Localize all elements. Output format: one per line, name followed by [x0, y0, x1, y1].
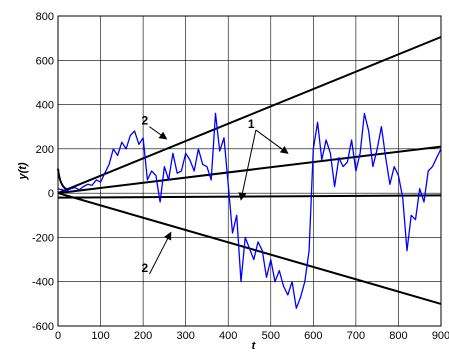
- x-tick-label: 700: [347, 330, 365, 342]
- initial-transient: [57, 168, 69, 191]
- reference-line: [57, 145, 442, 195]
- y-tick-label: -600: [32, 321, 54, 333]
- reference-line: [57, 36, 442, 195]
- x-tick-label: 200: [134, 330, 152, 342]
- series-layer: [57, 112, 442, 309]
- annotation-label: 1: [248, 117, 255, 131]
- annotation-arrow: [255, 129, 289, 154]
- x-tick-label: 900: [432, 330, 449, 342]
- y-axis-label: y(t): [17, 162, 29, 180]
- grid-layer: [57, 15, 442, 327]
- x-tick-label: 400: [219, 330, 237, 342]
- trajectory-line: [57, 112, 442, 309]
- y-tick-label: 600: [36, 55, 54, 67]
- x-tick-label: 800: [389, 330, 407, 342]
- x-tick-label: 0: [55, 330, 61, 342]
- y-tick-label: -400: [32, 277, 54, 289]
- annotation-arrow: [149, 231, 172, 275]
- annotations: 2 1 2: [141, 114, 289, 275]
- y-tick-label: 0: [48, 188, 54, 200]
- x-tick-label: 500: [262, 330, 280, 342]
- reference-line: [57, 194, 442, 199]
- y-tick-label: 200: [36, 144, 54, 156]
- annotation-arrow: [238, 129, 257, 201]
- plot-frame: [57, 15, 442, 327]
- y-tick-label: 400: [36, 100, 54, 112]
- x-tick-label: 600: [304, 330, 322, 342]
- annotation-label: 2: [141, 261, 148, 275]
- annotation-arrow: [149, 126, 168, 140]
- tick-layer: 0 100 200 300 400 500 600 700 800 900 -600 -400 -200…: [32, 11, 449, 342]
- x-tick-label: 100: [91, 330, 109, 342]
- y-tick-label: -200: [32, 232, 54, 244]
- x-tick-label: 300: [176, 330, 194, 342]
- x-axis-label: t: [252, 340, 257, 352]
- y-tick-label: 800: [36, 11, 54, 23]
- annotation-label: 2: [141, 114, 148, 128]
- reference-lines: [57, 36, 442, 305]
